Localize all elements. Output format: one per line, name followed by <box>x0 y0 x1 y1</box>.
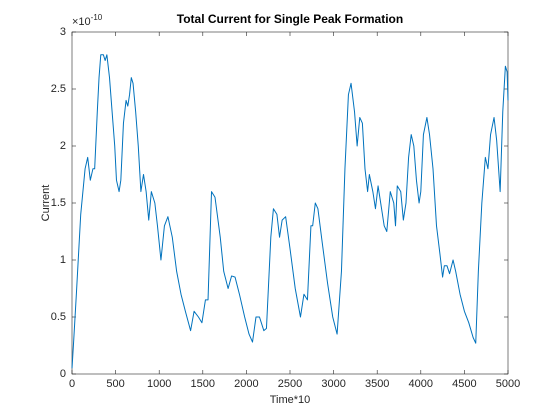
x-tick-label: 0 <box>69 378 75 390</box>
y-tick-label: 2.5 <box>51 83 66 95</box>
line <box>71 54 509 369</box>
x-tick-label: 1000 <box>147 378 171 390</box>
y-tick-label: 1.5 <box>51 197 66 209</box>
x-tick-label: 1500 <box>191 378 215 390</box>
multiplier-base: ×10 <box>72 16 91 28</box>
y-axis-label: Current <box>40 185 52 222</box>
y-multiplier: ×10-10 <box>72 13 103 28</box>
x-axis-label: Time*10 <box>270 394 311 406</box>
y-tick-label: 0 <box>60 368 66 380</box>
x-tick-label: 3000 <box>321 378 345 390</box>
x-tick-label: 5000 <box>496 378 520 390</box>
x-tick-label: 2000 <box>234 378 258 390</box>
x-tick-label: 500 <box>106 378 124 390</box>
multiplier-power: -10 <box>91 13 103 22</box>
x-tick-label: 4000 <box>409 378 433 390</box>
x-tick-label: 3500 <box>365 378 389 390</box>
plot-frame <box>71 31 509 375</box>
x-tick-label: 4500 <box>452 378 476 390</box>
chart-title: Total Current for Single Peak Formation <box>177 12 403 26</box>
y-tick-label: 0.5 <box>51 311 66 323</box>
y-tick-label: 3 <box>60 26 66 38</box>
x-tick-label: 2500 <box>278 378 302 390</box>
y-tick-label: 1 <box>60 254 66 266</box>
y-tick-label: 2 <box>60 140 66 152</box>
